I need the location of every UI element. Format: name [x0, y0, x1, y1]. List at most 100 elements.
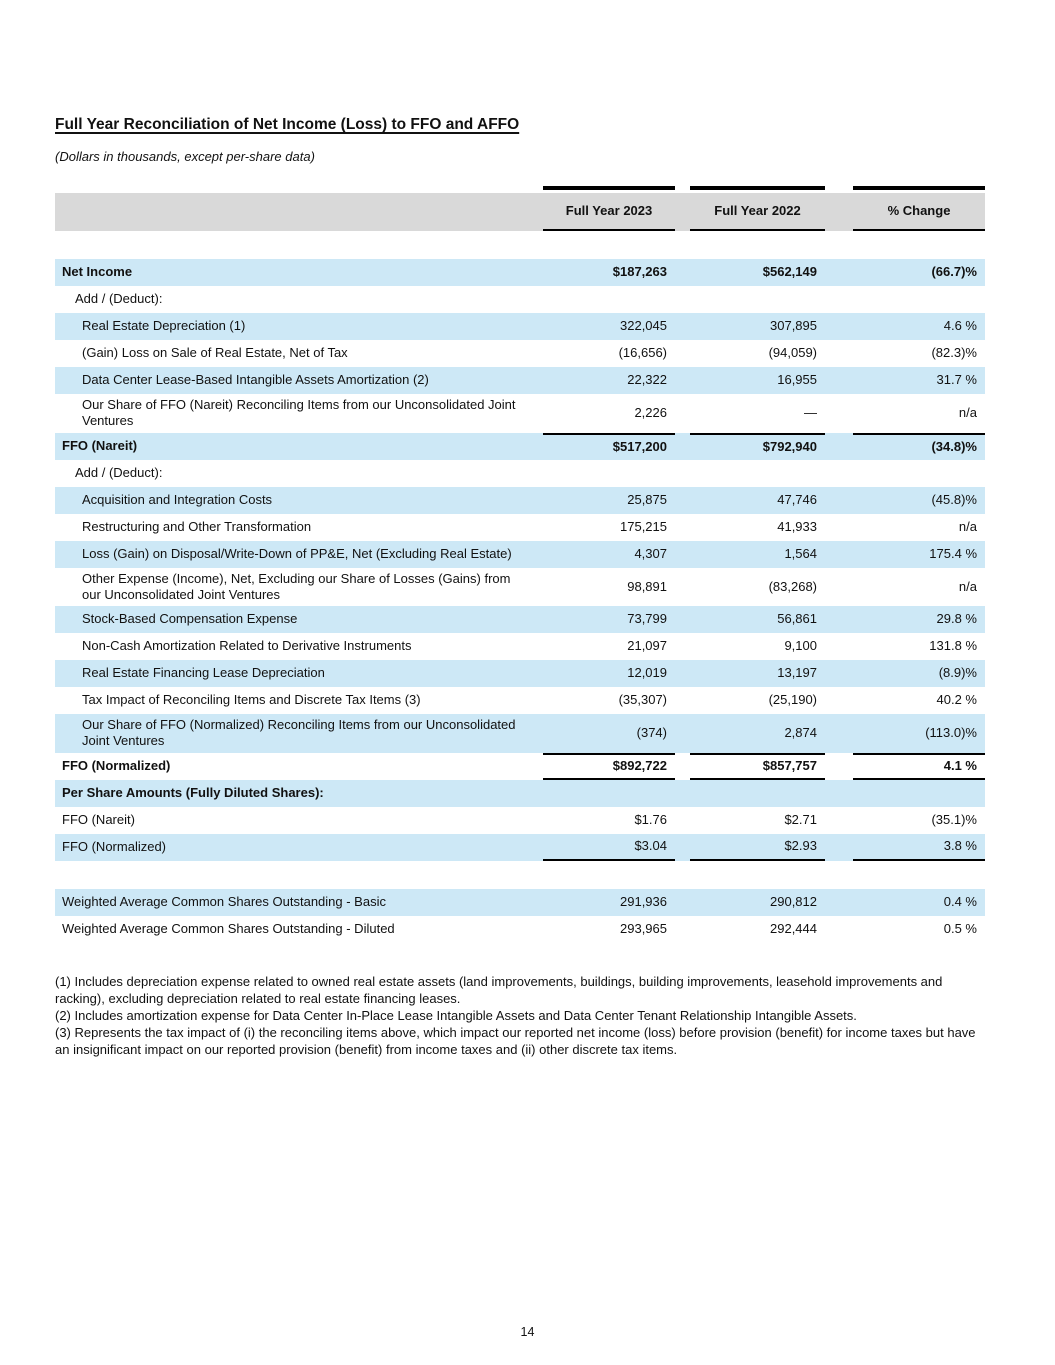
cell-fy2022: $2.93: [690, 834, 825, 861]
row-label: Weighted Average Common Shares Outstandi…: [62, 893, 386, 909]
reconciliation-table: Full Year 2023 Full Year 2022 % Change N…: [55, 186, 985, 943]
page-subtitle: (Dollars in thousands, except per-share …: [55, 149, 315, 164]
cell-fy2022: 41,933: [777, 518, 817, 534]
table-row: Real Estate Financing Lease Depreciation…: [55, 660, 985, 687]
table-row: FFO (Normalized) $3.04 $2.93 3.8 %: [55, 833, 985, 861]
table-row: Weighted Average Common Shares Outstandi…: [55, 888, 985, 916]
table-row: Add / (Deduct):: [55, 459, 985, 487]
row-label: Loss (Gain) on Disposal/Write-Down of PP…: [82, 545, 512, 561]
table-spacer: [55, 860, 985, 889]
table-row: Tax Impact of Reconciling Items and Disc…: [55, 687, 985, 714]
row-label: Data Center Lease-Based Intangible Asset…: [82, 372, 429, 388]
row-label: Restructuring and Other Transformation: [82, 518, 312, 534]
cell-fy2023: (35,307): [618, 692, 667, 708]
table-row: FFO (Normalized) $892,722 $857,757 4.1 %: [55, 752, 985, 780]
header-rule-fy2023: [543, 186, 675, 190]
cell-fy2022: 1,564: [784, 545, 817, 561]
header-rule-spacer: [55, 186, 543, 190]
cell-fy2022: 307,895: [770, 318, 817, 334]
table-row: Net Income $187,263 $562,149 (66.7)%: [55, 259, 985, 286]
cell-fy2023: $3.04: [543, 834, 675, 861]
row-label: Acquisition and Integration Costs: [82, 491, 273, 507]
cell-fy2022: [690, 780, 825, 807]
cell-fy2023: (16,656): [618, 345, 667, 361]
footnotes: (1) Includes depreciation expense relate…: [55, 973, 985, 1059]
cell-change: 3.8 %: [853, 834, 985, 861]
table-row: Stock-Based Compensation Expense 73,799 56…: [55, 606, 985, 633]
row-label: Stock-Based Compensation Expense: [82, 611, 298, 627]
cell-change: (45.8)%: [931, 491, 977, 507]
cell-fy2023: [543, 286, 675, 313]
cell-fy2022: $2.71: [784, 811, 817, 827]
cell-fy2023: (374): [636, 725, 667, 741]
footnote-3: (3) Represents the tax impact of (i) the…: [55, 1024, 976, 1058]
cell-fy2023: 25,875: [627, 491, 667, 507]
page-title: Full Year Reconciliation of Net Income (…: [55, 116, 520, 133]
table-row: Real Estate Depreciation (1) 322,045 307,8…: [55, 313, 985, 340]
page-number: 14: [520, 1325, 535, 1339]
cell-change: (113.0)%: [925, 725, 977, 741]
table-row: FFO (Nareit) $517,200 $792,940 (34.8)%: [55, 432, 985, 460]
cell-fy2023: 22,322: [627, 372, 667, 388]
header-top-rules: [55, 186, 985, 190]
row-label: Net Income: [62, 264, 133, 280]
cell-change: (8.9)%: [938, 665, 977, 681]
cell-change: [853, 780, 985, 807]
footnote-2: (2) Includes amortization expense for Da…: [55, 1007, 857, 1023]
table-row: FFO (Nareit) $1.76 $2.71 (35.1)%: [55, 806, 985, 834]
cell-fy2022: 9,100: [784, 638, 817, 654]
cell-change: (66.7)%: [931, 264, 977, 280]
row-label: FFO (Normalized): [62, 757, 171, 773]
table-row: Our Share of FFO (Nareit) Reconciling It…: [55, 394, 985, 433]
table-row: Per Share Amounts (Fully Diluted Shares)…: [55, 779, 985, 807]
cell-fy2022: 290,812: [770, 893, 817, 909]
cell-fy2023: 175,215: [620, 518, 667, 534]
row-label: Other Expense (Income), Net, Excluding o…: [82, 570, 511, 602]
cell-fy2022: $562,149: [762, 264, 817, 280]
cell-change: 40.2 %: [936, 692, 977, 708]
cell-fy2023: [543, 780, 675, 807]
cell-fy2023: 4,307: [634, 545, 667, 561]
table-row: Weighted Average Common Shares Outstandi…: [55, 915, 985, 943]
cell-fy2023: 293,965: [620, 920, 667, 936]
cell-fy2022: 47,746: [777, 491, 817, 507]
row-label: FFO (Nareit): [62, 811, 135, 827]
cell-fy2023: 12,019: [627, 665, 667, 681]
cell-change: 31.7 %: [936, 372, 977, 388]
cell-fy2023: $187,263: [612, 264, 667, 280]
header-label-spacer: [55, 193, 543, 231]
cell-fy2023: [543, 460, 675, 487]
table-row: (Gain) Loss on Sale of Real Estate, Net …: [55, 340, 985, 367]
row-label: Our Share of FFO (Nareit) Reconciling It…: [82, 397, 516, 429]
row-label: Tax Impact of Reconciling Items and Disc…: [82, 692, 421, 708]
table-body: Net Income $187,263 $562,149 (66.7)% Add / (…: [55, 259, 985, 943]
cell-fy2022: (94,059): [768, 345, 817, 361]
table-row: Add / (Deduct):: [55, 286, 985, 313]
row-label: Our Share of FFO (Normalized) Reconcilin…: [82, 717, 516, 749]
cell-change: [853, 286, 985, 313]
cell-fy2023: $517,200: [543, 432, 675, 460]
table-header: Full Year 2023 Full Year 2022 % Change: [55, 193, 985, 231]
cell-change: 4.1 %: [853, 752, 985, 780]
table-row: Other Expense (Income), Net, Excluding o…: [55, 567, 985, 606]
cell-fy2022: $792,940: [690, 432, 825, 460]
cell-fy2023: 73,799: [627, 611, 667, 627]
header-rule-fy2022: [690, 186, 825, 190]
cell-fy2023: 21,097: [627, 638, 667, 654]
row-label: Per Share Amounts (Fully Diluted Shares)…: [62, 784, 324, 800]
row-label: Real Estate Financing Lease Depreciation: [82, 665, 325, 681]
table-row: Our Share of FFO (Normalized) Reconcilin…: [55, 714, 985, 753]
row-label: FFO (Normalized): [62, 838, 167, 854]
cell-fy2023: $1.76: [634, 811, 667, 827]
cell-fy2022: [690, 460, 825, 487]
cell-change: [853, 460, 985, 487]
row-label: FFO (Nareit): [62, 437, 138, 453]
cell-change: 4.6 %: [943, 318, 977, 334]
cell-fy2022: (25,190): [768, 692, 817, 708]
cell-fy2022: 13,197: [777, 665, 817, 681]
row-label: Add / (Deduct):: [75, 291, 163, 307]
cell-fy2022: —: [804, 405, 817, 421]
cell-change: n/a: [958, 578, 977, 594]
cell-fy2023: 2,226: [634, 405, 667, 421]
cell-change: 0.4 %: [943, 893, 977, 909]
